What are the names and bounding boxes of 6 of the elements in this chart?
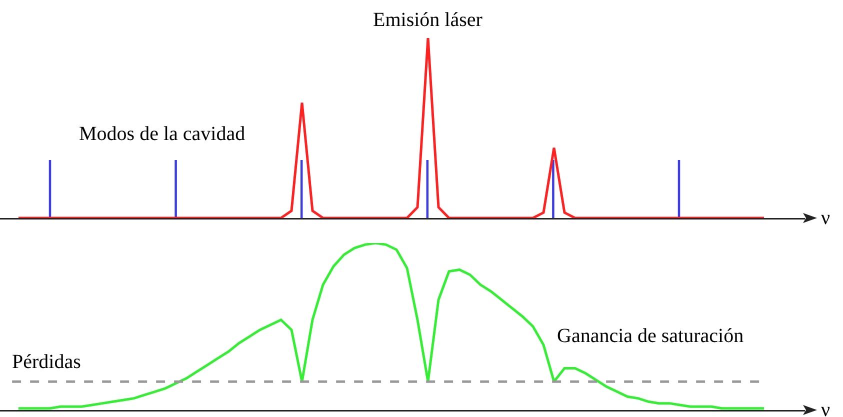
- x-axis-title: ν: [821, 207, 830, 229]
- x-axis-title: ν: [821, 399, 830, 417]
- series-label: Emisión láser: [373, 9, 483, 31]
- ref-line-label: Pérdidas: [12, 351, 82, 373]
- series-label: Ganancia de saturación: [557, 325, 744, 347]
- series-label: Modos de la cavidad: [79, 123, 246, 145]
